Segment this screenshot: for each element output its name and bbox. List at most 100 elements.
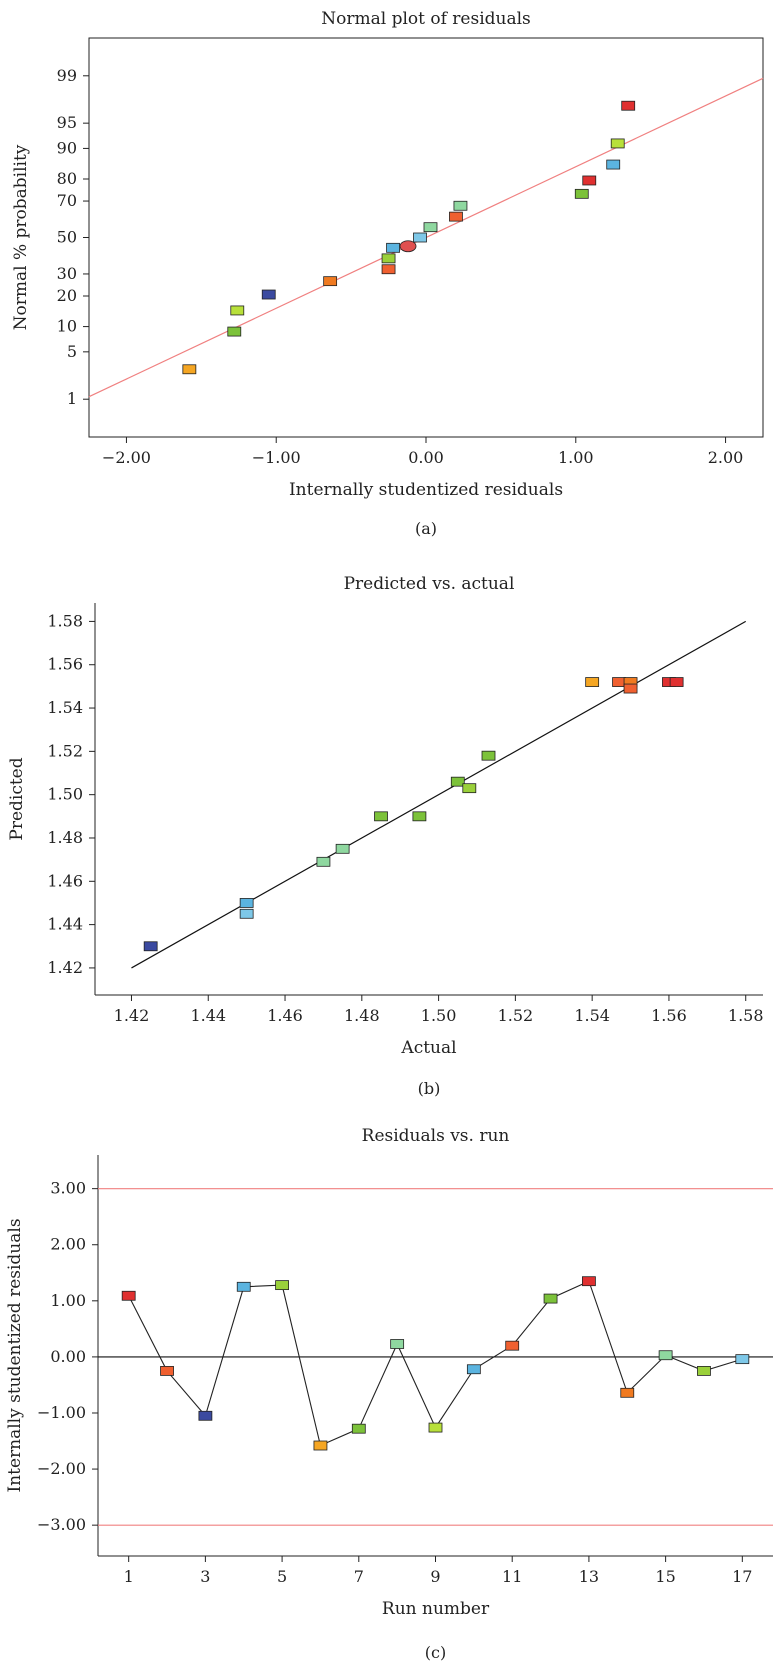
x-tick-label: 1.48 xyxy=(344,1006,380,1025)
chart-a: −2.00 −1.00 0.00 1.00 2.00 1 5 10 20 30 50 70 80 90 95… xyxy=(11,9,764,538)
x-tick-label: 1.44 xyxy=(190,1006,226,1025)
y-axis-label: Normal % probability xyxy=(11,144,31,330)
x-tick-label: 11 xyxy=(502,1567,522,1586)
data-point xyxy=(275,1280,289,1291)
y-tick-label: 1.50 xyxy=(47,785,83,804)
y-axis-label: Internally studentized residuals xyxy=(5,1218,25,1492)
panel-label: (c) xyxy=(425,1643,446,1662)
data-point xyxy=(462,783,477,794)
y-tick-label: 1.46 xyxy=(47,871,83,890)
data-point xyxy=(313,1440,328,1451)
x-tick-label: 1 xyxy=(124,1567,134,1586)
x-tick-label: 1.56 xyxy=(651,1006,687,1025)
chart-title: Residuals vs. run xyxy=(362,1126,510,1146)
data-point xyxy=(466,1364,481,1375)
x-tick-label: −1.00 xyxy=(252,448,301,467)
x-tick-label: 1.42 xyxy=(114,1006,150,1025)
data-point xyxy=(143,941,158,952)
data-point xyxy=(423,222,438,233)
data-point xyxy=(481,750,496,761)
data-point xyxy=(582,175,597,186)
data-point xyxy=(386,242,400,253)
y-tick-label: 99 xyxy=(57,66,77,85)
data-point xyxy=(198,1410,213,1421)
y-tick-label: 20 xyxy=(57,286,77,305)
x-tick-label: 1.52 xyxy=(498,1006,534,1025)
x-tick-label: −2.00 xyxy=(102,448,151,467)
y-tick-label: 1.58 xyxy=(47,611,83,630)
y-tick-label: 90 xyxy=(57,138,77,157)
panel-label: (b) xyxy=(418,1079,441,1098)
data-point xyxy=(428,1422,443,1433)
y-tick-label: 1.48 xyxy=(47,828,83,847)
data-point xyxy=(323,276,338,287)
data-point xyxy=(621,100,636,111)
data-point xyxy=(450,776,465,787)
y-tick-label: −1.00 xyxy=(37,1403,86,1422)
data-point xyxy=(374,811,388,822)
x-axis-label: Run number xyxy=(382,1599,490,1619)
x-axis-label: Internally studentized residuals xyxy=(289,480,563,500)
x-tick-label: 17 xyxy=(732,1567,752,1586)
y-tick-label: −3.00 xyxy=(37,1515,86,1534)
data-point xyxy=(239,898,254,908)
x-tick-label: 0.00 xyxy=(408,448,444,467)
x-tick-label: 9 xyxy=(430,1567,440,1586)
y-tick-label: 95 xyxy=(57,113,77,132)
y-tick-label: 3.00 xyxy=(50,1179,86,1198)
y-tick-label: 1 xyxy=(67,389,77,408)
data-point xyxy=(182,364,197,375)
y-axis-label: Predicted xyxy=(7,757,27,840)
data-point xyxy=(381,253,396,264)
data-point xyxy=(413,232,427,243)
data-point xyxy=(390,1339,405,1349)
y-tick-label: 80 xyxy=(57,169,77,188)
panel-label: (a) xyxy=(415,519,437,538)
data-point xyxy=(239,908,254,919)
data-point xyxy=(453,200,468,211)
data-point xyxy=(582,1276,596,1287)
chart-b: 1.42 1.44 1.46 1.48 1.50 1.52 1.54 1.56 1.58 1.42… xyxy=(7,574,764,1098)
data-point xyxy=(658,1350,673,1361)
data-point xyxy=(412,811,427,822)
data-point xyxy=(381,264,396,275)
x-tick-label: 1.00 xyxy=(558,448,594,467)
reference-line xyxy=(131,620,747,969)
chart-c: 1 3 5 7 9 11 13 15 17−3.00−2.00−1.000.001.002.00… xyxy=(5,1126,773,1662)
x-tick-label: 3 xyxy=(200,1567,210,1586)
x-tick-label: 2.00 xyxy=(708,448,744,467)
y-tick-label: 1.54 xyxy=(47,698,83,717)
y-tick-label: 10 xyxy=(57,317,77,336)
data-point xyxy=(585,677,600,687)
chart-title: Normal plot of residuals xyxy=(321,9,531,29)
x-tick-label: 1.50 xyxy=(421,1006,457,1025)
data-point xyxy=(620,1387,635,1398)
y-tick-label: 2.00 xyxy=(50,1235,86,1254)
data-point xyxy=(227,326,242,337)
y-tick-label: −2.00 xyxy=(37,1459,86,1478)
data-point xyxy=(669,677,684,687)
data-point xyxy=(236,1281,251,1292)
x-tick-label: 13 xyxy=(579,1567,599,1586)
data-point xyxy=(574,188,589,199)
x-tick-label: 1.54 xyxy=(574,1006,610,1025)
data-point xyxy=(316,856,331,867)
y-tick-label: 1.52 xyxy=(47,741,83,760)
x-axis-label: Actual xyxy=(400,1038,456,1058)
data-point xyxy=(449,211,463,222)
data-point xyxy=(623,683,638,694)
data-point xyxy=(697,1366,711,1376)
data-point xyxy=(735,1354,750,1365)
x-tick-label: 5 xyxy=(277,1567,287,1586)
data-point xyxy=(230,305,245,316)
data-point xyxy=(351,1423,366,1434)
series-line xyxy=(128,1280,743,1447)
data-point xyxy=(335,843,350,854)
y-tick-label: 0.00 xyxy=(50,1347,86,1366)
data-point xyxy=(261,289,276,300)
y-tick-label: 50 xyxy=(57,228,77,247)
data-point xyxy=(610,138,625,149)
y-tick-label: 1.44 xyxy=(47,915,83,934)
data-point xyxy=(160,1366,174,1376)
